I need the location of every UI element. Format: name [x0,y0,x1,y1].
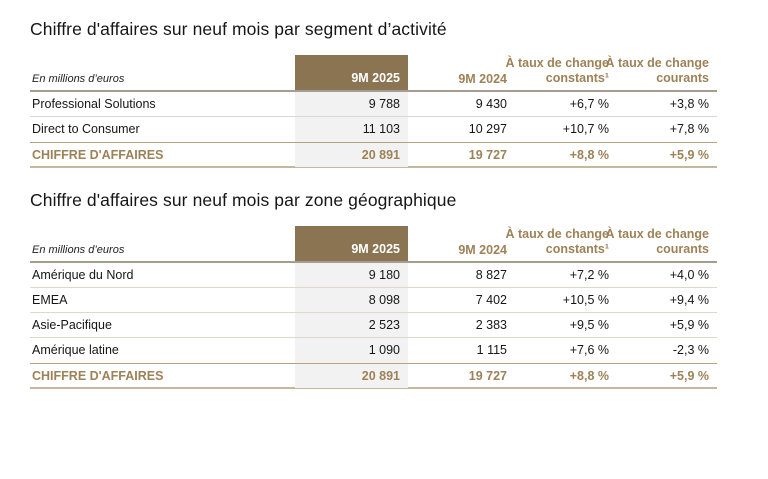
cell-label: Amérique du Nord [32,268,134,282]
table-row-latin-america: Amérique latine 1 090 1 115 +7,6 % -2,3 … [30,338,717,363]
column-header-constant-rates: À taux de change constants¹ [506,226,617,261]
revenue-by-geography-section: Chiffre d'affaires sur neuf mois par zon… [30,189,768,389]
current-rates-line1: À taux de change [605,56,710,70]
cell-label: EMEA [32,293,68,307]
cell-9m-2025: 1 090 [295,338,408,363]
column-header-current-rates: À taux de change courants [606,55,717,90]
column-header-9m-2025: 9M 2025 [295,226,408,261]
cell-constant-rate: +8,8 % [569,369,609,383]
revenue-by-segment-section: Chiffre d'affaires sur neuf mois par seg… [30,18,768,168]
segment-table: En millions d’euros 9M 2025 9M 2024 À ta… [30,55,717,168]
constant-rates-line1: À taux de change [505,56,610,70]
cell-current-rate: -2,3 % [672,343,709,357]
constant-rates-line2: constants¹ [545,71,609,85]
cell-label: Asie-Pacifique [32,318,112,332]
table-row-asia-pacific: Asie-Pacifique 2 523 2 383 +9,5 % +5,9 % [30,313,717,338]
cell-9m-2025: 9 180 [295,263,408,287]
cell-9m-2024: 1 115 [476,343,507,357]
table-row-emea: EMEA 8 098 7 402 +10,5 % +9,4 % [30,288,717,313]
cell-9m-2024: 2 383 [475,318,507,332]
report-page: Chiffre d'affaires sur neuf mois par seg… [30,18,768,389]
unit-label: En millions d’euros [32,73,125,85]
column-header-9m-2024: 9M 2024 [458,72,507,86]
total-row-revenue: CHIFFRE D'AFFAIRES 20 891 19 727 +8,8 % … [30,142,717,168]
cell-9m-2024: 7 402 [475,293,507,307]
segment-section-title: Chiffre d'affaires sur neuf mois par seg… [30,19,447,39]
cell-current-rate: +4,0 % [669,268,709,282]
cell-current-rate: +5,9 % [669,369,709,383]
cell-9m-2025: 2 523 [295,313,408,337]
cell-9m-2024: 8 827 [475,268,507,282]
unit-label: En millions d’euros [32,244,125,256]
cell-9m-2025: 20 891 [295,364,408,388]
cell-9m-2024: 19 727 [468,369,507,383]
geography-section-title: Chiffre d'affaires sur neuf mois par zon… [30,190,457,210]
table-row-professional-solutions: Professional Solutions 9 788 9 430 +6,7 … [30,92,717,117]
cell-current-rate: +5,9 % [669,318,709,332]
cell-9m-2025: 20 891 [295,143,408,167]
cell-9m-2024: 19 727 [468,148,507,162]
current-rates-line2: courants [656,71,709,85]
cell-current-rate: +7,8 % [669,122,709,136]
cell-9m-2024: 9 430 [475,97,507,111]
cell-constant-rate: +7,2 % [569,268,609,282]
cell-9m-2024: 10 297 [468,122,507,136]
current-rates-line2: courants [656,242,709,256]
cell-label: Professional Solutions [32,97,156,111]
cell-current-rate: +3,8 % [669,97,709,111]
geography-table-header-row: En millions d’euros 9M 2025 9M 2024 À ta… [30,226,717,263]
cell-9m-2025: 8 098 [295,288,408,312]
column-header-9m-2025: 9M 2025 [295,55,408,90]
total-row-revenue: CHIFFRE D'AFFAIRES 20 891 19 727 +8,8 % … [30,363,717,389]
cell-constant-rate: +6,7 % [569,97,609,111]
cell-9m-2025: 11 103 [295,117,408,142]
cell-label: Direct to Consumer [32,122,140,136]
cell-label: CHIFFRE D'AFFAIRES [32,369,164,383]
cell-current-rate: +9,4 % [669,293,709,307]
cell-current-rate: +5,9 % [669,148,709,162]
column-header-current-rates: À taux de change courants [606,226,717,261]
cell-constant-rate: +7,6 % [569,343,609,357]
segment-table-header-row: En millions d’euros 9M 2025 9M 2024 À ta… [30,55,717,92]
constant-rates-line2: constants¹ [545,242,609,256]
cell-label: CHIFFRE D'AFFAIRES [32,148,164,162]
column-header-9m-2024: 9M 2024 [458,243,507,257]
column-header-constant-rates: À taux de change constants¹ [506,55,617,90]
cell-label: Amérique latine [32,343,119,357]
constant-rates-line1: À taux de change [505,227,610,241]
geography-table: En millions d’euros 9M 2025 9M 2024 À ta… [30,226,717,389]
table-row-north-america: Amérique du Nord 9 180 8 827 +7,2 % +4,0… [30,263,717,288]
cell-constant-rate: +10,7 % [562,122,609,136]
cell-constant-rate: +9,5 % [569,318,609,332]
cell-constant-rate: +8,8 % [569,148,609,162]
table-row-direct-to-consumer: Direct to Consumer 11 103 10 297 +10,7 %… [30,117,717,142]
cell-constant-rate: +10,5 % [562,293,609,307]
current-rates-line1: À taux de change [605,227,710,241]
cell-9m-2025: 9 788 [295,92,408,116]
